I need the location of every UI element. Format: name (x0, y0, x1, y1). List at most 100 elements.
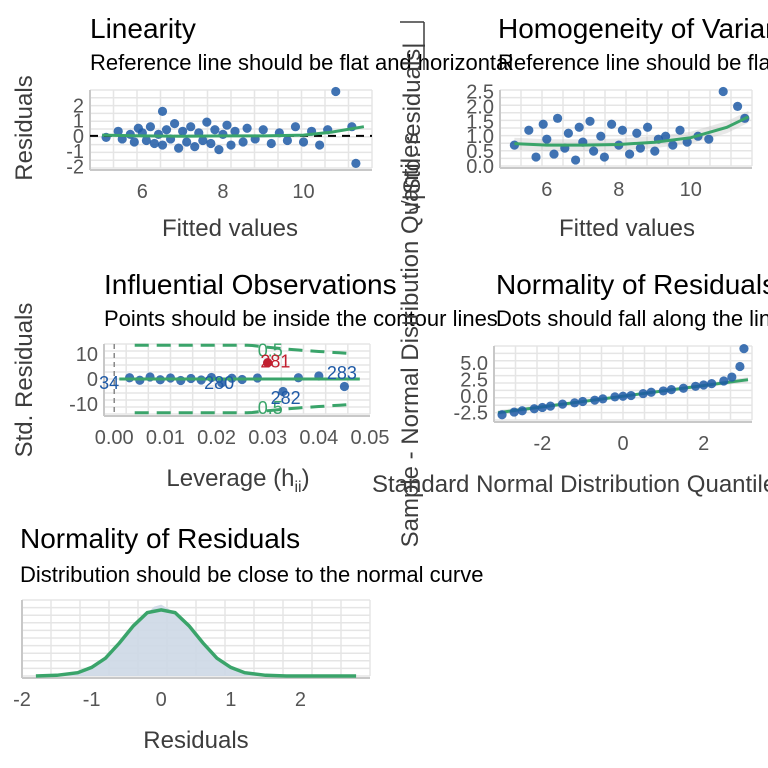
y-tick-label: -2 (66, 156, 84, 178)
x-tick-label: 8 (613, 179, 624, 201)
y-tick-label: 2.5 (460, 370, 488, 392)
data-point (497, 410, 507, 420)
data-point (618, 391, 628, 401)
data-point (315, 140, 325, 150)
data-point (230, 126, 240, 136)
data-point (707, 379, 717, 389)
data-point (718, 86, 728, 97)
y-tick-label: 1.0 (466, 126, 494, 148)
linearity-title: Linearity (90, 13, 196, 44)
data-point (266, 138, 276, 149)
data-point (675, 125, 685, 135)
y-tick-label: 0 (87, 369, 98, 391)
data-point (690, 381, 701, 391)
observation-label: 282 (271, 388, 301, 408)
y-tick-label: 0.0 (466, 156, 494, 178)
data-point (590, 395, 600, 405)
data-point (625, 149, 635, 159)
data-point (699, 380, 709, 390)
data-point (145, 122, 156, 132)
data-point (617, 125, 628, 135)
data-point (643, 122, 653, 132)
data-point (549, 149, 559, 159)
data-point (339, 381, 350, 392)
data-point (210, 125, 220, 135)
x-tick-label: 2 (295, 689, 306, 711)
data-point (531, 152, 541, 162)
data-point (351, 158, 361, 169)
data-point (704, 134, 714, 144)
data-point (727, 372, 737, 382)
data-point (153, 129, 164, 139)
observation-label: 281 (260, 352, 290, 372)
data-point (529, 404, 539, 414)
x-tick-label: 10 (680, 179, 702, 201)
data-point (570, 398, 580, 408)
data-point (517, 406, 527, 416)
data-point (218, 129, 228, 139)
data-point (668, 140, 678, 150)
data-point (610, 392, 620, 402)
qq-title: Normality of Residuals (496, 269, 768, 300)
linearity-xlabel: Fitted values (162, 215, 298, 242)
data-point (198, 135, 208, 146)
influential-ylabel: Std. Residuals (11, 303, 38, 458)
data-point (242, 123, 252, 133)
y-tick-label: 1 (73, 111, 84, 133)
leverage-label: Leverage (h (166, 465, 294, 492)
data-point (632, 128, 642, 138)
data-point (182, 137, 192, 147)
influential-title: Influential Observations (104, 269, 397, 300)
data-point (258, 125, 268, 135)
data-point (578, 396, 588, 407)
y-tick-label: 0.5 (466, 141, 494, 163)
y-tick-label: 2 (73, 95, 84, 117)
qq-plot: -2 0 2 -2.50.02.55.0 (454, 344, 753, 455)
x-tick-label: 6 (541, 179, 552, 201)
homogeneity-title: Homogeneity of Variance (498, 13, 768, 44)
data-point (161, 125, 172, 135)
density-title: Normality of Residuals (20, 523, 300, 554)
x-tick-label: 0.02 (197, 427, 236, 449)
data-point (206, 138, 216, 149)
y-tick-label: 5.0 (460, 353, 488, 375)
data-point (129, 137, 139, 147)
qq-xlabel: Standard Normal Distribution Quantiles (372, 471, 768, 498)
x-tick-label: 1 (225, 689, 236, 711)
data-point (650, 146, 660, 156)
y-tick-label: 2.5 (466, 81, 494, 103)
data-point (524, 125, 534, 135)
x-tick-label: 6 (137, 181, 148, 203)
y-tick-label: 10 (76, 344, 98, 366)
data-point (538, 119, 548, 129)
homogeneity-xlabel: Fitted values (559, 215, 695, 242)
y-tick-label: -1 (66, 141, 84, 163)
data-point (635, 143, 646, 153)
data-point (599, 152, 610, 162)
data-point (238, 137, 248, 147)
data-point (178, 126, 188, 136)
y-tick-label: 2.0 (466, 96, 494, 118)
data-point (589, 146, 599, 156)
data-point (626, 390, 636, 401)
leverage-subscript: ii (294, 479, 301, 496)
influential-subtitle: Points should be inside the contour line… (104, 306, 498, 331)
data-point (666, 385, 676, 395)
influential-point (263, 358, 273, 368)
data-point (282, 135, 292, 146)
observation-label: 280 (204, 373, 234, 393)
observation-label: 34 (99, 373, 119, 393)
data-point (278, 386, 288, 397)
data-point (170, 119, 180, 129)
data-point (141, 135, 151, 146)
data-point (719, 376, 729, 386)
y-tick-label: 1.5 (466, 111, 494, 133)
homogeneity-plot: 6 8 10 0.00.51.01.52.02.5 (466, 81, 753, 201)
x-tick-label: 0 (156, 689, 167, 711)
contour-label: 0.5 (258, 340, 283, 360)
data-point (571, 155, 581, 165)
x-tick-label: 0.05 (351, 427, 390, 449)
x-tick-label: -2 (13, 689, 31, 711)
